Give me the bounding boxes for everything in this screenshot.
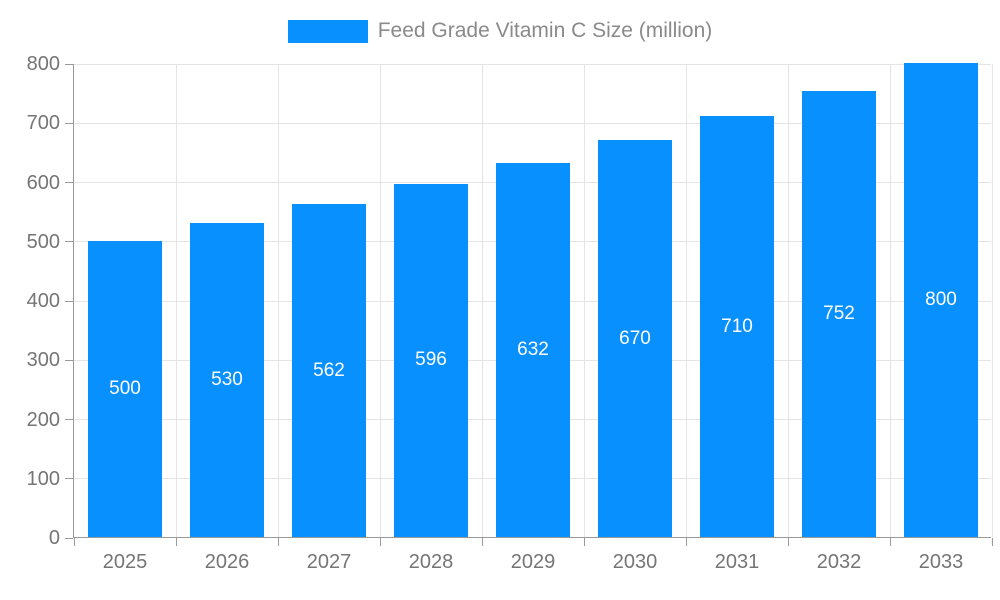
x-axis-tick (583, 538, 585, 546)
bar[interactable]: 632 (496, 162, 570, 537)
gridline-vertical (277, 64, 279, 537)
gridline-vertical (379, 64, 381, 537)
x-axis-label: 2031 (714, 551, 760, 573)
y-axis-label: 100 (26, 467, 60, 490)
y-axis-label: 700 (26, 112, 60, 135)
bar[interactable]: 596 (394, 183, 468, 537)
x-axis-tick (379, 538, 381, 546)
gridline-vertical (889, 64, 891, 537)
bar-value-label: 800 (925, 289, 957, 310)
y-axis-tick (65, 63, 73, 65)
x-axis-label: 2028 (408, 551, 454, 573)
legend-swatch-icon (287, 19, 368, 43)
bar-value-label: 752 (823, 303, 855, 325)
x-axis-tick (481, 538, 483, 546)
y-axis-label: 500 (26, 230, 60, 253)
plot-area: 0 100 200 300 400 500 600 700 800 2025 2026 2027 202… (27, 53, 993, 573)
gridline-vertical (583, 64, 585, 537)
gridline-horizontal (74, 63, 991, 65)
bar[interactable]: 530 (190, 222, 264, 537)
legend-label: Feed Grade Vitamin C Size (million) (377, 19, 713, 42)
x-axis-tick (73, 538, 75, 546)
bar-value-label: 596 (415, 349, 447, 371)
y-axis-label: 800 (26, 53, 60, 75)
x-axis-label: 2032 (816, 551, 862, 573)
bar[interactable]: 562 (292, 204, 366, 537)
y-axis-tick (65, 122, 73, 124)
bar-value-label: 562 (313, 359, 345, 381)
x-axis-label: 2033 (918, 551, 964, 573)
y-axis-label: 200 (26, 408, 60, 431)
gridline-vertical (175, 64, 177, 537)
x-axis-label: 2026 (204, 551, 250, 573)
x-axis-tick (175, 538, 177, 546)
bar-value-label: 710 (721, 315, 753, 337)
gridline-vertical (685, 64, 687, 537)
x-axis-label: 2025 (102, 551, 148, 573)
gridline-vertical (991, 64, 993, 537)
bar[interactable]: 752 (802, 91, 876, 537)
y-axis-tick (65, 300, 73, 302)
bar-value-label: 670 (619, 327, 651, 349)
x-axis-tick (889, 538, 891, 546)
x-axis-label: 2029 (510, 551, 556, 573)
x-axis-tick (991, 538, 993, 546)
bar[interactable]: 800 (904, 63, 978, 537)
y-axis-label: 600 (26, 171, 60, 194)
x-axis-tick (685, 538, 687, 546)
y-axis-tick (65, 478, 73, 480)
y-axis-label: 0 (48, 527, 60, 549)
y-axis-label: 400 (26, 290, 60, 312)
x-axis-tick (787, 538, 789, 546)
gridline-vertical (787, 64, 789, 537)
y-axis-tick (65, 241, 73, 243)
y-axis-tick (65, 419, 73, 420)
legend-item[interactable]: Feed Grade Vitamin C Size (million) (0, 14, 1000, 48)
gridline-horizontal (74, 122, 991, 124)
y-axis-tick (65, 182, 73, 183)
x-axis-label: 2030 (612, 551, 658, 573)
x-axis-tick (277, 538, 279, 546)
gridline-vertical (481, 64, 483, 537)
y-axis-tick (65, 359, 73, 361)
x-axis-label: 2027 (306, 551, 352, 573)
y-axis-label: 300 (26, 349, 60, 372)
bar-value-label: 500 (109, 377, 141, 399)
bar[interactable]: 710 (700, 116, 774, 537)
bar[interactable]: 670 (598, 140, 672, 537)
bar-value-label: 530 (211, 368, 243, 390)
y-axis-tick (65, 537, 73, 539)
bar[interactable]: 500 (88, 240, 162, 537)
bar-value-label: 632 (517, 338, 549, 360)
